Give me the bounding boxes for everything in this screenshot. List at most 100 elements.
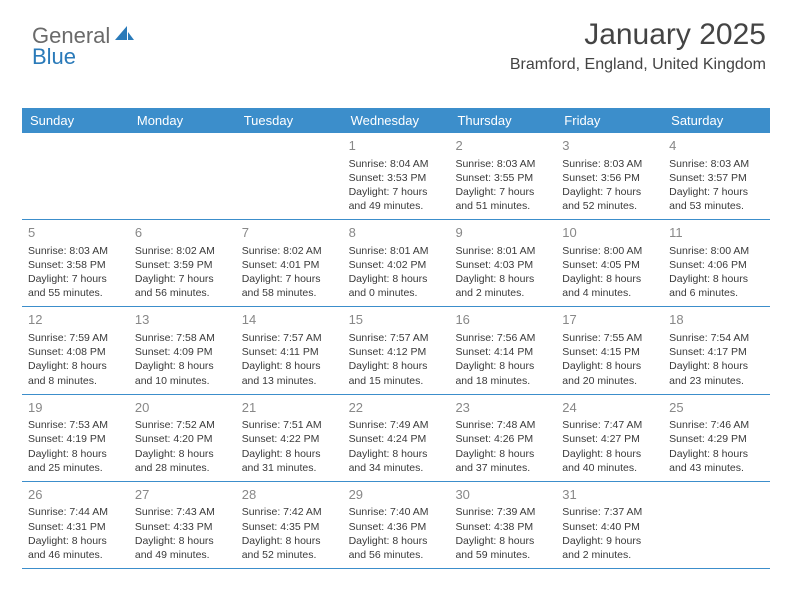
weekday-header: Monday xyxy=(129,108,236,133)
daylight1-text: Daylight: 8 hours xyxy=(562,272,657,286)
day-number: 5 xyxy=(28,224,123,242)
daylight2-text: and 4 minutes. xyxy=(562,286,657,300)
day-cell: 10Sunrise: 8:00 AMSunset: 4:05 PMDayligh… xyxy=(556,220,663,306)
sunset-text: Sunset: 3:57 PM xyxy=(669,171,764,185)
day-cell: 30Sunrise: 7:39 AMSunset: 4:38 PMDayligh… xyxy=(449,482,556,568)
weekday-header: Sunday xyxy=(22,108,129,133)
day-cell: 11 Sunrise: 8:00 AMSunset: 4:06 PMDayligh… xyxy=(663,220,770,306)
day-number: 28 xyxy=(242,486,337,504)
sunrise-text: Sunrise: 7:40 AM xyxy=(349,505,444,519)
sunset-text: Sunset: 3:53 PM xyxy=(349,171,444,185)
daylight2-text: and 23 minutes. xyxy=(669,374,764,388)
weekday-header: Thursday xyxy=(449,108,556,133)
day-cell: 5Sunrise: 8:03 AMSunset: 3:58 PMDaylight… xyxy=(22,220,129,306)
daylight1-text: Daylight: 8 hours xyxy=(135,447,230,461)
sunset-text: Sunset: 4:24 PM xyxy=(349,432,444,446)
sunrise-text: Sunrise: 7:57 AM xyxy=(242,331,337,345)
logo: General Blue xyxy=(32,22,135,49)
day-cell: 2Sunrise: 8:03 AMSunset: 3:55 PMDaylight… xyxy=(449,133,556,219)
day-cell xyxy=(236,133,343,219)
sunset-text: Sunset: 4:15 PM xyxy=(562,345,657,359)
day-number: 14 xyxy=(242,311,337,329)
title-block: January 2025 Bramford, England, United K… xyxy=(510,18,766,74)
daylight1-text: Daylight: 8 hours xyxy=(242,359,337,373)
day-number: 12 xyxy=(28,311,123,329)
day-cell: 22Sunrise: 7:49 AMSunset: 4:24 PMDayligh… xyxy=(343,395,450,481)
sunrise-text: Sunrise: 7:51 AM xyxy=(242,418,337,432)
daylight2-text: and 18 minutes. xyxy=(455,374,550,388)
sunset-text: Sunset: 3:56 PM xyxy=(562,171,657,185)
day-number: 31 xyxy=(562,486,657,504)
day-number: 24 xyxy=(562,399,657,417)
sunrise-text: Sunrise: 7:43 AM xyxy=(135,505,230,519)
sunset-text: Sunset: 4:31 PM xyxy=(28,520,123,534)
day-number: 3 xyxy=(562,137,657,155)
sunrise-text: Sunrise: 8:02 AM xyxy=(242,244,337,258)
daylight1-text: Daylight: 8 hours xyxy=(455,272,550,286)
day-cell: 4Sunrise: 8:03 AMSunset: 3:57 PMDaylight… xyxy=(663,133,770,219)
sunset-text: Sunset: 3:58 PM xyxy=(28,258,123,272)
daylight1-text: Daylight: 8 hours xyxy=(669,272,764,286)
sunrise-text: Sunrise: 8:03 AM xyxy=(562,157,657,171)
day-number: 13 xyxy=(135,311,230,329)
daylight1-text: Daylight: 8 hours xyxy=(455,534,550,548)
sunrise-text: Sunrise: 8:00 AM xyxy=(562,244,657,258)
weekday-header: Friday xyxy=(556,108,663,133)
day-cell: 21Sunrise: 7:51 AMSunset: 4:22 PMDayligh… xyxy=(236,395,343,481)
sunset-text: Sunset: 4:08 PM xyxy=(28,345,123,359)
day-cell: 15Sunrise: 7:57 AMSunset: 4:12 PMDayligh… xyxy=(343,307,450,393)
sunset-text: Sunset: 4:20 PM xyxy=(135,432,230,446)
week-row: 19Sunrise: 7:53 AMSunset: 4:19 PMDayligh… xyxy=(22,395,770,482)
daylight1-text: Daylight: 7 hours xyxy=(349,185,444,199)
daylight2-text: and 52 minutes. xyxy=(242,548,337,562)
sunrise-text: Sunrise: 7:55 AM xyxy=(562,331,657,345)
day-cell: 14 Sunrise: 7:57 AMSunset: 4:11 PMDayligh… xyxy=(236,307,343,393)
day-number: 16 xyxy=(455,311,550,329)
logo-sail-icon xyxy=(113,22,135,49)
daylight1-text: Daylight: 8 hours xyxy=(135,534,230,548)
location-text: Bramford, England, United Kingdom xyxy=(510,56,766,74)
daylight1-text: Daylight: 8 hours xyxy=(28,447,123,461)
daylight2-text: and 49 minutes. xyxy=(349,199,444,213)
sunset-text: Sunset: 4:29 PM xyxy=(669,432,764,446)
day-number: 25 xyxy=(669,399,764,417)
weekday-header: Saturday xyxy=(663,108,770,133)
daylight1-text: Daylight: 8 hours xyxy=(669,359,764,373)
daylight1-text: Daylight: 8 hours xyxy=(562,447,657,461)
day-cell: 8Sunrise: 8:01 AMSunset: 4:02 PMDaylight… xyxy=(343,220,450,306)
daylight2-text: and 13 minutes. xyxy=(242,374,337,388)
day-cell: 28Sunrise: 7:42 AMSunset: 4:35 PMDayligh… xyxy=(236,482,343,568)
daylight2-text: and 52 minutes. xyxy=(562,199,657,213)
daylight1-text: Daylight: 7 hours xyxy=(135,272,230,286)
sunset-text: Sunset: 4:06 PM xyxy=(669,258,764,272)
day-number: 6 xyxy=(135,224,230,242)
day-cell: 16Sunrise: 7:56 AMSunset: 4:14 PMDayligh… xyxy=(449,307,556,393)
sunrise-text: Sunrise: 8:00 AM xyxy=(669,244,764,258)
daylight1-text: Daylight: 8 hours xyxy=(669,447,764,461)
sunset-text: Sunset: 4:38 PM xyxy=(455,520,550,534)
daylight1-text: Daylight: 8 hours xyxy=(349,272,444,286)
day-cell: 3Sunrise: 8:03 AMSunset: 3:56 PMDaylight… xyxy=(556,133,663,219)
daylight1-text: Daylight: 7 hours xyxy=(242,272,337,286)
sunrise-text: Sunrise: 7:49 AM xyxy=(349,418,444,432)
week-row: 12Sunrise: 7:59 AMSunset: 4:08 PMDayligh… xyxy=(22,307,770,394)
sunset-text: Sunset: 4:19 PM xyxy=(28,432,123,446)
sunrise-text: Sunrise: 8:01 AM xyxy=(349,244,444,258)
daylight2-text: and 46 minutes. xyxy=(28,548,123,562)
day-number: 11 xyxy=(669,224,764,242)
daylight2-text: and 2 minutes. xyxy=(455,286,550,300)
day-cell: 20Sunrise: 7:52 AMSunset: 4:20 PMDayligh… xyxy=(129,395,236,481)
daylight2-text: and 31 minutes. xyxy=(242,461,337,475)
day-cell: 19Sunrise: 7:53 AMSunset: 4:19 PMDayligh… xyxy=(22,395,129,481)
day-number: 18 xyxy=(669,311,764,329)
day-number: 8 xyxy=(349,224,444,242)
day-number: 15 xyxy=(349,311,444,329)
daylight2-text: and 15 minutes. xyxy=(349,374,444,388)
sunset-text: Sunset: 4:11 PM xyxy=(242,345,337,359)
sunset-text: Sunset: 4:27 PM xyxy=(562,432,657,446)
daylight2-text: and 58 minutes. xyxy=(242,286,337,300)
daylight2-text: and 40 minutes. xyxy=(562,461,657,475)
day-cell: 24Sunrise: 7:47 AMSunset: 4:27 PMDayligh… xyxy=(556,395,663,481)
sunset-text: Sunset: 4:14 PM xyxy=(455,345,550,359)
daylight1-text: Daylight: 8 hours xyxy=(455,359,550,373)
